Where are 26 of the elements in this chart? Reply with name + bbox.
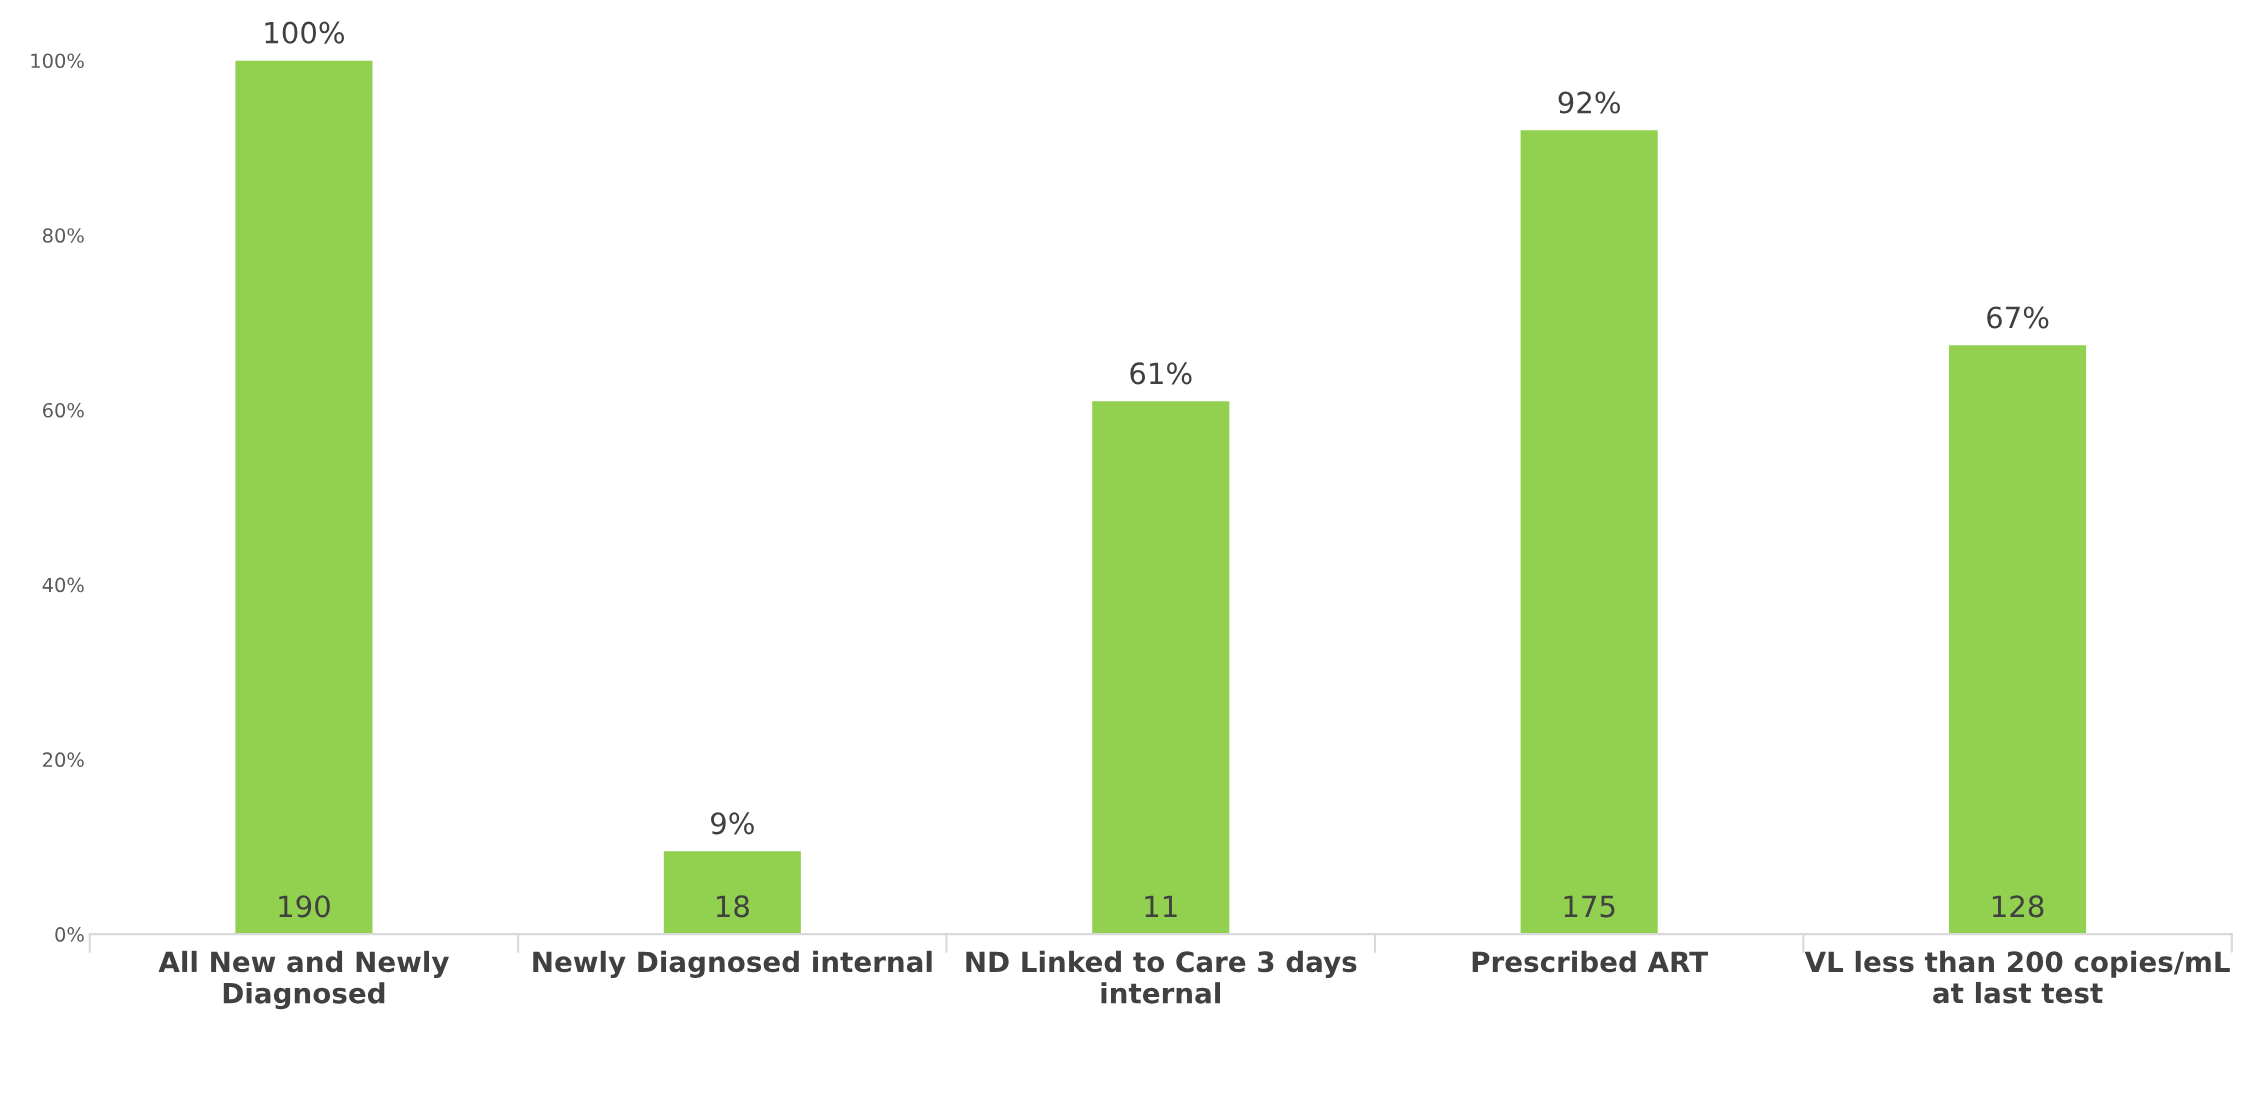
bar bbox=[1092, 401, 1230, 935]
annotation: 175 bbox=[1564, 895, 1615, 918]
bar bbox=[235, 60, 373, 935]
y-tick-label: 0% bbox=[55, 927, 84, 942]
data-label: 67% bbox=[1987, 306, 2049, 329]
data-label: 61% bbox=[1130, 362, 1192, 385]
bar bbox=[663, 851, 801, 935]
x-tick-label: All New and Newly Diagnosed bbox=[158, 950, 449, 1010]
x-tick-label: Newly Diagnosed internal bbox=[533, 950, 932, 978]
data-label: 92% bbox=[1558, 91, 1620, 114]
data-label: 100% bbox=[265, 21, 345, 44]
x-tick-label: Prescribed ART bbox=[1472, 950, 1709, 973]
y-tick-label: 60% bbox=[43, 402, 84, 418]
bar bbox=[1949, 345, 2087, 935]
y-tick-label: 40% bbox=[42, 577, 84, 593]
y-tick-label: 20% bbox=[43, 752, 84, 768]
data-label: 9% bbox=[711, 812, 754, 835]
annotation: 11 bbox=[1145, 895, 1177, 917]
annotation: 128 bbox=[1992, 895, 2044, 918]
y-tick-label: 100% bbox=[31, 53, 84, 69]
bar bbox=[1520, 130, 1658, 935]
y-tick-label: 80% bbox=[42, 228, 84, 243]
x-tick-label: ND Linked to Care 3 days internal bbox=[966, 950, 1357, 1004]
annotation: 18 bbox=[716, 895, 749, 918]
x-tick-label: VL less than 200 copies/mL at last test bbox=[1804, 950, 2230, 1004]
annotation: 190 bbox=[279, 895, 330, 918]
